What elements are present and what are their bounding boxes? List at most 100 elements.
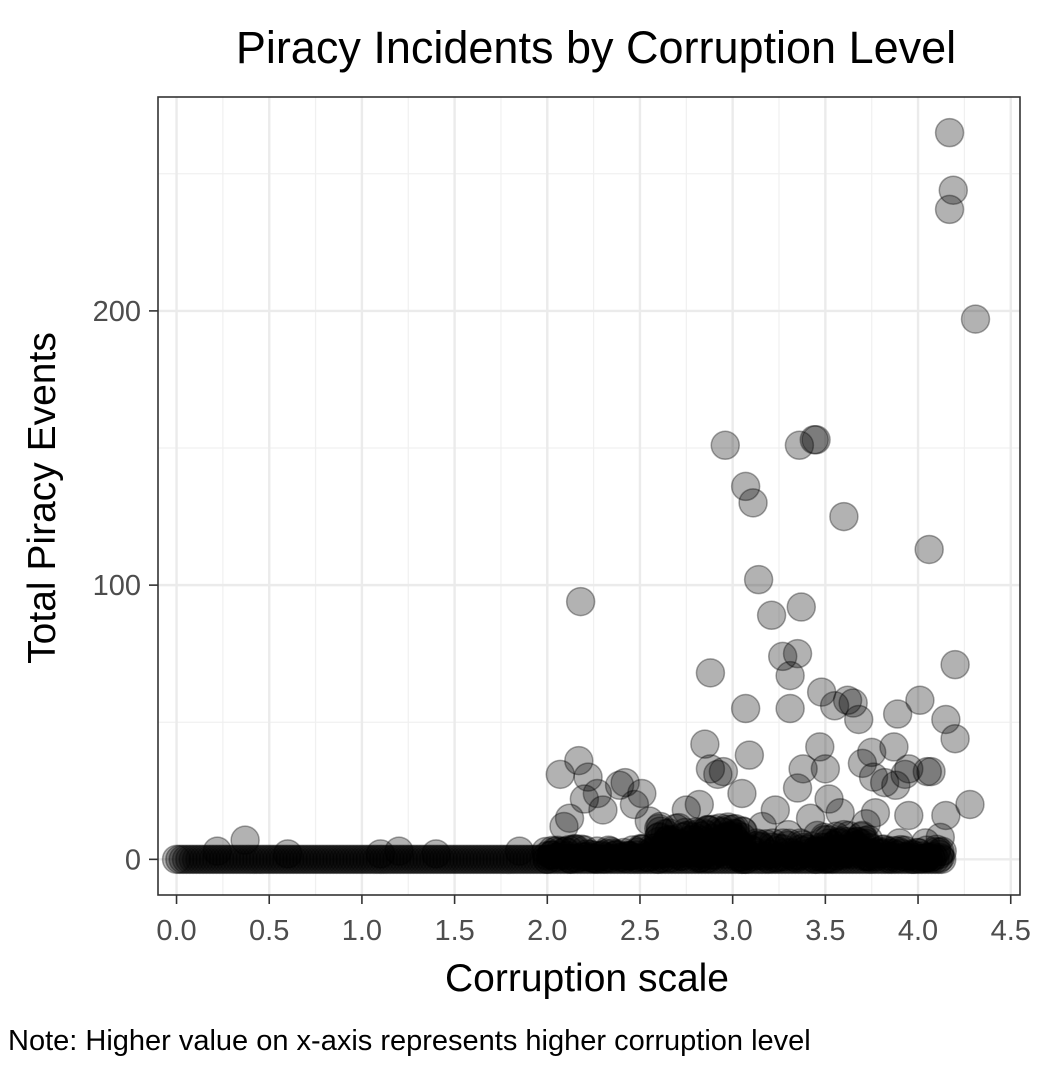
x-tick-label: 0.5 (249, 915, 289, 947)
data-point (853, 824, 884, 855)
data-point (536, 840, 567, 870)
data-point (597, 838, 628, 868)
data-points (161, 117, 991, 875)
data-point (604, 770, 635, 801)
data-point (724, 828, 754, 859)
data-point (841, 844, 871, 875)
data-point (727, 816, 758, 846)
data-point (883, 844, 914, 875)
data-point (576, 843, 607, 873)
chart-note: Note: Higher value on x-axis represents … (8, 1025, 811, 1057)
data-point (910, 843, 940, 873)
data-point (573, 762, 603, 792)
data-point (627, 834, 658, 864)
data-point (898, 844, 928, 875)
data-point (645, 811, 676, 842)
data-point (348, 844, 379, 875)
data-point (719, 818, 750, 849)
data-point (619, 844, 649, 875)
data-point (438, 844, 469, 875)
data-point (703, 844, 734, 875)
data-point (601, 840, 631, 870)
data-point (664, 812, 694, 843)
data-point (707, 844, 737, 875)
data-point (860, 844, 890, 875)
data-point (828, 844, 858, 875)
data-point (802, 842, 832, 872)
data-point (867, 839, 897, 869)
data-point (550, 836, 581, 866)
data-point (566, 842, 597, 872)
data-point (730, 844, 761, 875)
data-point (733, 844, 764, 875)
data-point (508, 844, 539, 875)
data-point (658, 827, 689, 858)
data-point (706, 816, 737, 846)
data-point (535, 844, 566, 875)
data-point (361, 844, 392, 875)
data-point (931, 800, 961, 831)
data-point (813, 824, 843, 855)
data-point (789, 835, 819, 866)
data-point (622, 837, 653, 868)
data-point (593, 835, 624, 865)
data-point (643, 822, 674, 853)
data-point (525, 844, 555, 875)
data-point (661, 813, 691, 843)
data-point (760, 843, 790, 873)
data-point (717, 844, 747, 875)
data-point (801, 844, 831, 875)
data-point (903, 844, 934, 875)
data-point (891, 842, 922, 873)
data-point (338, 844, 369, 875)
data-point (889, 841, 919, 872)
data-point (832, 834, 862, 865)
data-point (622, 844, 653, 875)
data-point (746, 832, 777, 863)
data-point (869, 834, 899, 864)
data-point (856, 844, 887, 875)
data-point (653, 844, 684, 875)
data-point (856, 737, 887, 768)
data-point (465, 844, 495, 875)
data-point (528, 844, 559, 875)
data-point (645, 816, 676, 846)
data-point (251, 844, 282, 875)
data-point (931, 704, 961, 735)
data-point (472, 844, 502, 875)
data-point (211, 844, 242, 875)
data-point (418, 844, 449, 875)
data-point (647, 843, 678, 873)
data-point (824, 827, 855, 858)
data-point (890, 844, 920, 875)
data-point (625, 844, 656, 875)
data-point (861, 842, 892, 872)
x-axis-title: Corruption scale (445, 957, 729, 1000)
data-point (539, 844, 569, 875)
data-point (582, 836, 612, 866)
data-point (938, 175, 969, 205)
data-point (392, 844, 422, 875)
data-point (737, 841, 767, 872)
data-point (881, 840, 912, 870)
data-point (202, 836, 233, 866)
data-point (867, 834, 898, 865)
data-point (713, 814, 743, 844)
data-point (408, 844, 439, 875)
data-point (398, 844, 429, 875)
data-point (846, 821, 877, 852)
data-point (717, 814, 748, 844)
data-point (576, 839, 606, 870)
data-point (301, 844, 332, 875)
data-point (727, 844, 757, 875)
data-point (642, 838, 672, 869)
data-point (852, 841, 882, 871)
data-point (860, 797, 891, 828)
data-point (555, 844, 586, 874)
data-point (643, 813, 674, 844)
data-point (642, 844, 673, 875)
data-point (744, 829, 775, 860)
data-point (707, 837, 737, 867)
data-point (866, 844, 897, 875)
data-point (809, 839, 839, 869)
